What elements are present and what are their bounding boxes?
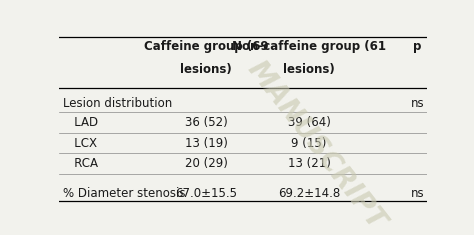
Text: Caffeine group (69: Caffeine group (69 xyxy=(144,40,268,53)
Text: MANUSCRIPT: MANUSCRIPT xyxy=(242,56,391,235)
Text: p: p xyxy=(413,40,421,53)
Text: 9 (15): 9 (15) xyxy=(292,137,327,150)
Text: 20 (29): 20 (29) xyxy=(185,157,228,170)
Text: 13 (19): 13 (19) xyxy=(185,137,228,150)
Text: 39 (64): 39 (64) xyxy=(288,116,330,129)
Text: 69.2±14.8: 69.2±14.8 xyxy=(278,187,340,200)
Text: 36 (52): 36 (52) xyxy=(185,116,228,129)
Text: 67.0±15.5: 67.0±15.5 xyxy=(175,187,237,200)
Text: lesions): lesions) xyxy=(283,63,335,76)
Text: Non-caffeine group (61: Non-caffeine group (61 xyxy=(232,40,386,53)
Text: ns: ns xyxy=(410,187,424,200)
Text: ns: ns xyxy=(410,97,424,110)
Text: Lesion distribution: Lesion distribution xyxy=(63,97,172,110)
Text: RCA: RCA xyxy=(63,157,98,170)
Text: lesions): lesions) xyxy=(180,63,232,76)
Text: 13 (21): 13 (21) xyxy=(288,157,330,170)
Text: LAD: LAD xyxy=(63,116,98,129)
Text: LCX: LCX xyxy=(63,137,97,150)
Text: % Diameter stenosis: % Diameter stenosis xyxy=(63,187,185,200)
